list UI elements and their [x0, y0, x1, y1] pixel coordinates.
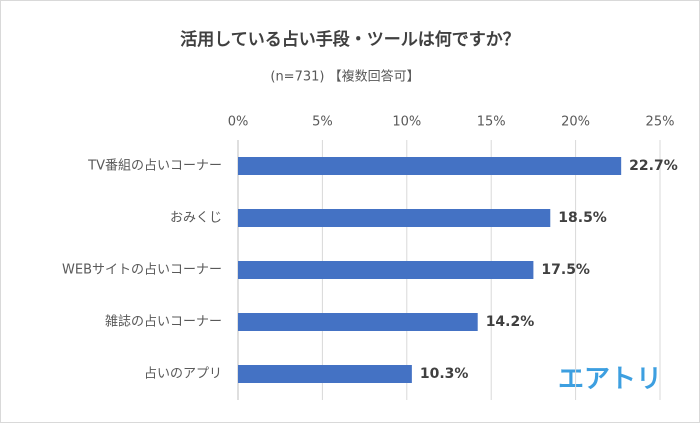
value-label: 14.2% — [486, 314, 535, 330]
value-label: 10.3% — [420, 366, 469, 382]
bar — [238, 209, 551, 227]
x-tick-label: 10% — [392, 115, 421, 130]
y-tick-label: 雑誌の占いコーナー — [105, 314, 222, 330]
x-tick-label: 15% — [477, 115, 506, 130]
chart-title: 活用している占い手段・ツールは何ですか？ — [180, 29, 520, 50]
value-label: 17.5% — [541, 262, 590, 278]
bar — [238, 261, 534, 279]
logo: エアトリ — [558, 365, 662, 395]
chart-subtitle: (n=731) 【複数回答可】 — [270, 69, 419, 85]
x-tick-label: 5% — [312, 115, 333, 130]
x-tick-label: 20% — [561, 115, 590, 130]
bar — [238, 313, 478, 331]
value-label: 18.5% — [558, 210, 607, 226]
y-tick-label: 占いのアプリ — [144, 367, 222, 382]
bar — [238, 365, 412, 383]
value-label: 22.7% — [629, 158, 678, 174]
x-tick-label: 0% — [228, 115, 249, 130]
x-tick-label: 25% — [646, 115, 675, 130]
y-tick-label: おみくじ — [170, 211, 222, 226]
y-tick-label: WEBサイトの占いコーナー — [62, 263, 222, 278]
bar — [238, 157, 622, 175]
y-tick-label: TV番組の占いコーナー — [87, 159, 222, 174]
